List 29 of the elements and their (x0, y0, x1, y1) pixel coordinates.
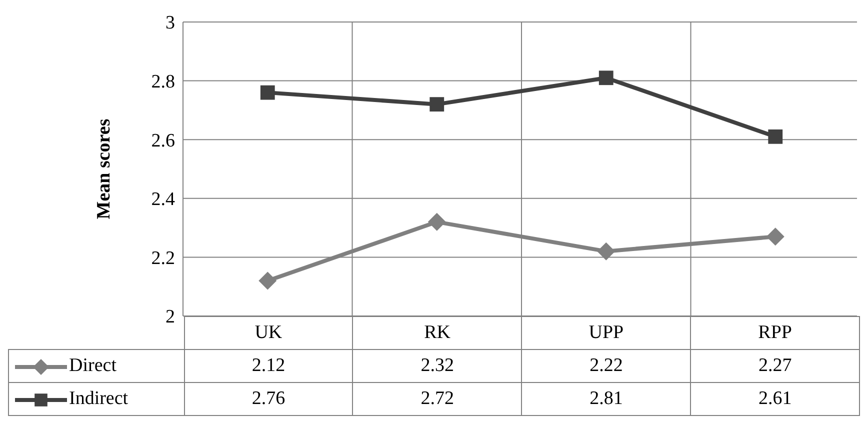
data-label: 2.81 (522, 382, 691, 416)
point (430, 97, 444, 112)
point (428, 212, 446, 231)
y-tick-label: 2.8 (151, 72, 175, 93)
legend-label: Indirect (69, 388, 128, 409)
point (598, 70, 614, 86)
y-axis-title: Mean scores (94, 118, 115, 220)
data-label: 2.32 (352, 350, 522, 382)
y-tick-label: 2.4 (151, 189, 176, 210)
point (597, 242, 616, 260)
point (260, 85, 275, 100)
x-tick-label: RPP (690, 316, 860, 350)
x-tick-label: UPP (522, 316, 691, 350)
y-tick-label: 3 (166, 12, 175, 34)
data-label: 2.72 (352, 382, 522, 416)
y-tick-label: 2.2 (151, 248, 175, 269)
point (258, 272, 277, 290)
point (768, 129, 783, 144)
data-label: 2.22 (522, 350, 691, 382)
x-tick-label: UK (184, 316, 353, 350)
y-tick-label: 2 (166, 306, 175, 328)
y-tick-label: 2.6 (151, 130, 175, 152)
point (766, 228, 784, 246)
x-tick-label: RK (352, 316, 522, 350)
legend-label: Direct (69, 355, 116, 376)
data-label: 2.12 (184, 350, 353, 382)
data-label: 2.27 (690, 350, 860, 382)
data-label: 2.61 (690, 382, 860, 416)
data-label: 2.76 (184, 382, 353, 416)
